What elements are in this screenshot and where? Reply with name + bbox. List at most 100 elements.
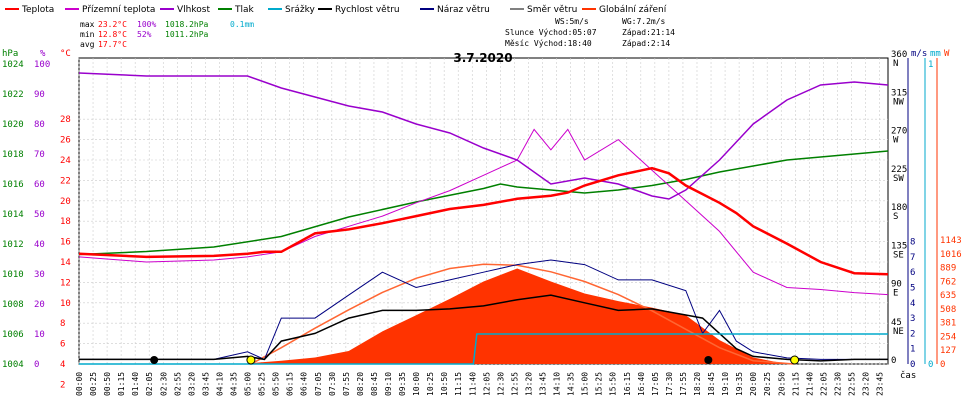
- c-tick-label: 18: [60, 217, 71, 227]
- w-tick-label: 381: [940, 319, 956, 329]
- x-tick-label: 05:25: [258, 372, 267, 396]
- pct-tick-label: 70: [34, 150, 45, 160]
- c-tick-label: 10: [60, 299, 71, 309]
- x-tick-label: 17:30: [665, 372, 674, 396]
- hpa-tick-label: 1008: [2, 300, 24, 310]
- x-tick-label: 10:25: [426, 372, 435, 396]
- moonset-marker: [150, 356, 159, 364]
- c-tick-label: 26: [60, 136, 71, 146]
- info-moon: Měsíc Východ:18:40: [505, 39, 592, 48]
- stat-value: 1018.2hPa: [165, 20, 209, 29]
- x-tick-label: 08:45: [370, 372, 379, 396]
- mm-tick-label: 1: [928, 60, 933, 70]
- x-tick-label: 13:20: [524, 372, 533, 396]
- ms-tick-label: 1: [910, 345, 915, 355]
- chart-title: 3.7.2020: [453, 51, 512, 65]
- x-tick-label: 21:40: [805, 372, 814, 396]
- stat-value: 17.7°C: [98, 40, 127, 49]
- ms-axis-label: m/s: [911, 49, 927, 59]
- w-tick-label: 508: [940, 305, 956, 315]
- deg-tick-label: 270: [891, 127, 907, 137]
- deg-tick-label: 180: [891, 203, 907, 213]
- ms-tick-label: 0: [910, 360, 915, 370]
- wind-speed-line: [79, 294, 888, 362]
- c-tick-label: 4: [60, 360, 65, 370]
- sunset-marker: [790, 355, 800, 365]
- dir-tick-label: SE: [893, 250, 904, 260]
- x-tick-label: 16:15: [623, 372, 632, 396]
- wind-gust-line: [79, 259, 888, 361]
- humidity-line: [78, 72, 889, 200]
- deg-tick-label: 135: [891, 241, 907, 251]
- x-tick-label: 15:00: [581, 372, 590, 396]
- dir-tick-label: E: [893, 289, 898, 299]
- pct-tick-label: 60: [34, 180, 45, 190]
- x-tick-label: 08:20: [356, 372, 365, 396]
- ms-tick-label: 6: [910, 268, 915, 278]
- x-tick-label: 09:10: [384, 372, 393, 396]
- x-tick-label: 22:05: [819, 372, 828, 396]
- legend-label: Rychlost větru: [335, 5, 400, 15]
- x-tick-label: 07:30: [328, 372, 337, 396]
- w-tick-label: 762: [940, 277, 956, 287]
- stat-label: min: [80, 30, 95, 39]
- deg-tick-label: 0: [891, 356, 896, 366]
- legend-label: Vlhkost: [177, 5, 210, 15]
- mm-axis-label: mm: [930, 49, 941, 59]
- info-ws: WS:5m/s: [555, 17, 589, 26]
- c-tick-label: 14: [60, 258, 71, 268]
- x-tick-label: 12:55: [510, 372, 519, 396]
- w-axis-label: W: [944, 49, 950, 59]
- hpa-axis-label: hPa: [2, 49, 18, 59]
- ms-tick-label: 8: [910, 238, 915, 248]
- dir-tick-label: N: [893, 59, 898, 69]
- x-tick-label: 18:45: [707, 372, 716, 396]
- legend-label: Srážky: [285, 5, 316, 15]
- w-tick-label: 1143: [940, 236, 962, 246]
- pct-tick-label: 50: [34, 210, 45, 220]
- deg-tick-label: 315: [891, 88, 907, 98]
- legend-label: Globální záření: [599, 5, 667, 15]
- x-tick-label: 14:35: [567, 372, 576, 396]
- c-tick-label: 20: [60, 197, 71, 207]
- c-tick-label: 22: [60, 176, 71, 186]
- x-tick-label: 22:30: [833, 372, 842, 396]
- x-tick-label: 04:35: [229, 372, 238, 396]
- x-tick-label: 21:15: [791, 372, 800, 396]
- legend-label: Náraz větru: [437, 5, 490, 15]
- stat-value: 0.1mm: [230, 20, 254, 29]
- x-tick-label: 17:05: [651, 372, 660, 396]
- x-tick-label: 22:55: [847, 372, 856, 396]
- moonrise-marker: [704, 356, 713, 364]
- x-tick-label: 20:00: [749, 372, 758, 396]
- rain-line: [79, 333, 888, 365]
- x-tick-label: 00:50: [103, 372, 112, 396]
- w-tick-label: 635: [940, 291, 956, 301]
- x-tick-label: 12:05: [482, 372, 491, 396]
- ms-tick-label: 4: [910, 299, 915, 309]
- c-tick-label: 24: [60, 156, 71, 166]
- x-tick-label: 02:55: [173, 372, 182, 396]
- info-sun: Slunce Východ:05:07: [505, 28, 597, 37]
- hpa-tick-label: 1012: [2, 240, 24, 250]
- hpa-tick-label: 1010: [2, 270, 24, 280]
- x-tick-label: 10:00: [412, 372, 421, 396]
- x-tick-label: 00:00: [75, 372, 84, 396]
- x-tick-label: 16:40: [637, 372, 646, 396]
- pct-tick-label: 30: [34, 270, 45, 280]
- x-tick-label: 20:50: [777, 372, 786, 396]
- x-tick-label: 04:10: [215, 372, 224, 396]
- x-tick-label: 23:45: [876, 372, 885, 396]
- sunrise-marker: [246, 355, 256, 365]
- legend-label: Teplota: [21, 5, 54, 15]
- x-tick-label: 03:20: [187, 372, 196, 396]
- x-tick-label: 06:15: [286, 372, 295, 396]
- x-tick-label: 12:30: [496, 372, 505, 396]
- x-tick-label: 17:55: [679, 372, 688, 396]
- w-tick-label: 1016: [940, 250, 962, 260]
- x-tick-label: 01:15: [117, 372, 126, 396]
- x-tick-label: 15:25: [595, 372, 604, 396]
- hpa-tick-label: 1004: [2, 360, 24, 370]
- x-tick-label: 19:10: [721, 372, 730, 396]
